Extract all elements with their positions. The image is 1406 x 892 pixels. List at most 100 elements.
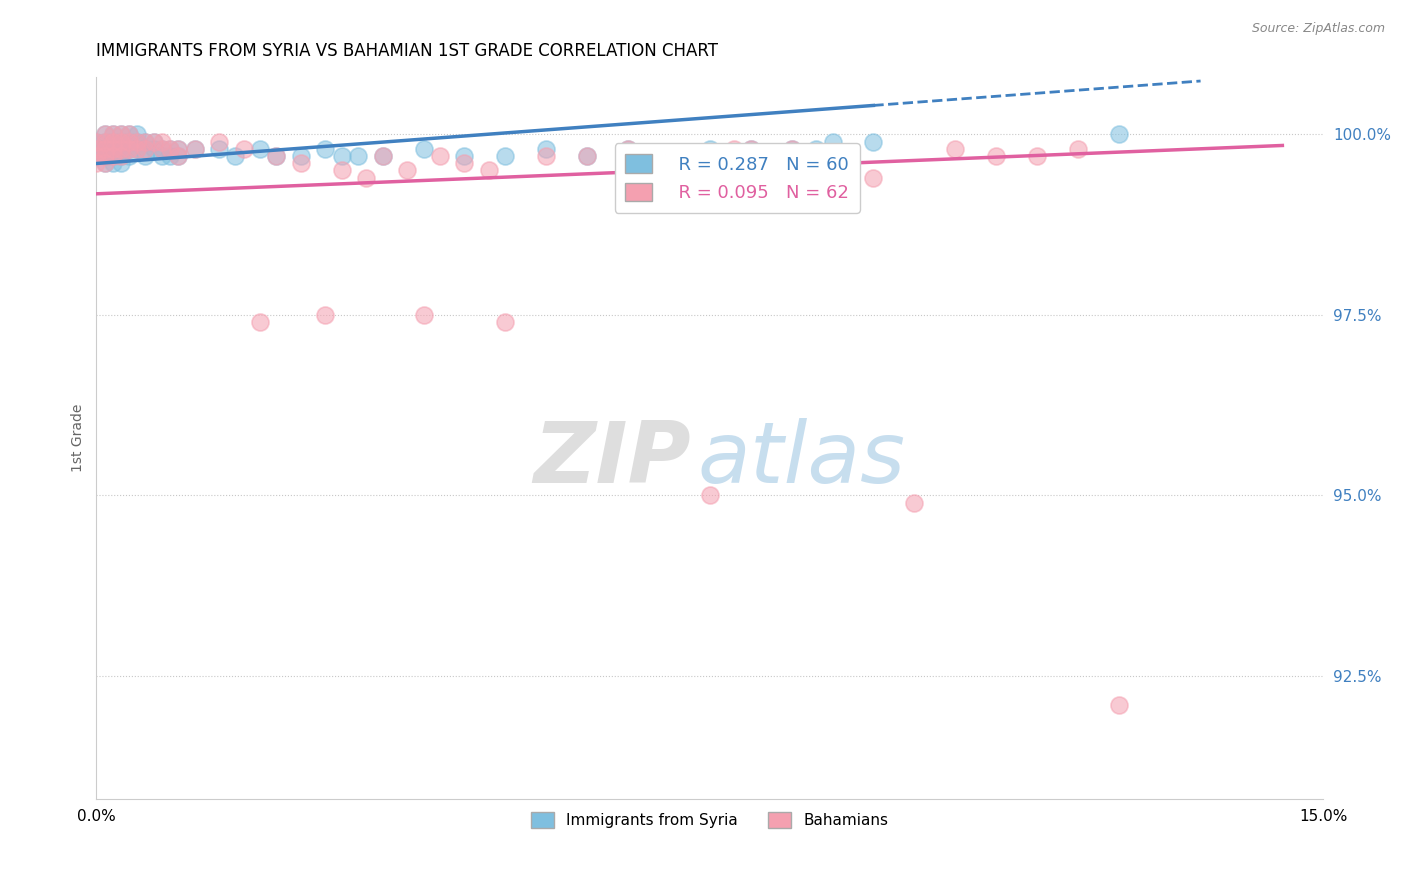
Point [699, 488, 721, 502]
Point [429, 149, 451, 163]
Point [118, 142, 141, 156]
Point [110, 149, 132, 163]
Text: IMMIGRANTS FROM SYRIA VS BAHAMIAN 1ST GRADE CORRELATION CHART: IMMIGRANTS FROM SYRIA VS BAHAMIAN 1ST GR… [97, 42, 718, 60]
Point [127, 135, 149, 149]
Point [101, 128, 124, 142]
Point [330, 163, 353, 178]
Point [127, 142, 149, 156]
Point [290, 156, 312, 170]
Point [1067, 142, 1090, 156]
Point [86, 135, 108, 149]
Point [159, 142, 181, 156]
Point [862, 170, 884, 185]
Point [150, 135, 173, 149]
Point [93, 149, 115, 163]
Point [134, 142, 156, 156]
Point [1108, 698, 1130, 712]
Point [821, 135, 844, 149]
Point [658, 170, 681, 185]
Point [208, 135, 231, 149]
Point [93, 142, 115, 156]
Point [617, 142, 640, 156]
Point [134, 142, 156, 156]
Point [142, 142, 165, 156]
Point [101, 142, 124, 156]
Point [314, 308, 336, 322]
Point [93, 128, 115, 142]
Point [167, 149, 190, 163]
Point [266, 149, 288, 163]
Point [183, 142, 205, 156]
Point [86, 142, 108, 156]
Text: Source: ZipAtlas.com: Source: ZipAtlas.com [1251, 22, 1385, 36]
Point [86, 149, 108, 163]
Point [167, 142, 190, 156]
Point [330, 149, 353, 163]
Point [150, 149, 173, 163]
Point [740, 142, 762, 156]
Point [224, 149, 246, 163]
Point [101, 142, 124, 156]
Point [93, 128, 115, 142]
Point [101, 135, 124, 149]
Point [494, 315, 516, 329]
Point [658, 149, 681, 163]
Text: ZIP: ZIP [533, 417, 690, 501]
Point [110, 142, 132, 156]
Point [290, 149, 312, 163]
Point [780, 142, 803, 156]
Point [576, 149, 599, 163]
Point [159, 142, 181, 156]
Point [412, 308, 434, 322]
Point [412, 142, 434, 156]
Point [371, 149, 394, 163]
Point [903, 496, 925, 510]
Point [150, 142, 173, 156]
Point [101, 135, 124, 149]
Point [617, 142, 640, 156]
Point [356, 170, 378, 185]
Point [183, 142, 205, 156]
Point [723, 142, 745, 156]
Point [249, 315, 271, 329]
Point [118, 128, 141, 142]
Legend: Immigrants from Syria, Bahamians: Immigrants from Syria, Bahamians [524, 806, 894, 835]
Point [534, 142, 557, 156]
Point [314, 142, 336, 156]
Point [86, 135, 108, 149]
Point [780, 142, 803, 156]
Point [86, 149, 108, 163]
Point [93, 149, 115, 163]
Point [740, 142, 762, 156]
Point [101, 149, 124, 163]
Point [1026, 149, 1049, 163]
Point [249, 142, 271, 156]
Point [86, 142, 108, 156]
Point [208, 142, 231, 156]
Point [110, 135, 132, 149]
Point [93, 156, 115, 170]
Point [118, 149, 141, 163]
Point [110, 128, 132, 142]
Point [453, 149, 475, 163]
Point [110, 149, 132, 163]
Point [142, 135, 165, 149]
Point [110, 135, 132, 149]
Point [494, 149, 516, 163]
Point [134, 135, 156, 149]
Point [118, 128, 141, 142]
Point [134, 135, 156, 149]
Y-axis label: 1st Grade: 1st Grade [72, 403, 86, 472]
Point [127, 128, 149, 142]
Point [86, 156, 108, 170]
Point [232, 142, 254, 156]
Point [943, 142, 966, 156]
Point [93, 135, 115, 149]
Point [101, 156, 124, 170]
Point [150, 142, 173, 156]
Point [396, 163, 419, 178]
Point [101, 128, 124, 142]
Point [804, 142, 827, 156]
Point [127, 135, 149, 149]
Point [127, 142, 149, 156]
